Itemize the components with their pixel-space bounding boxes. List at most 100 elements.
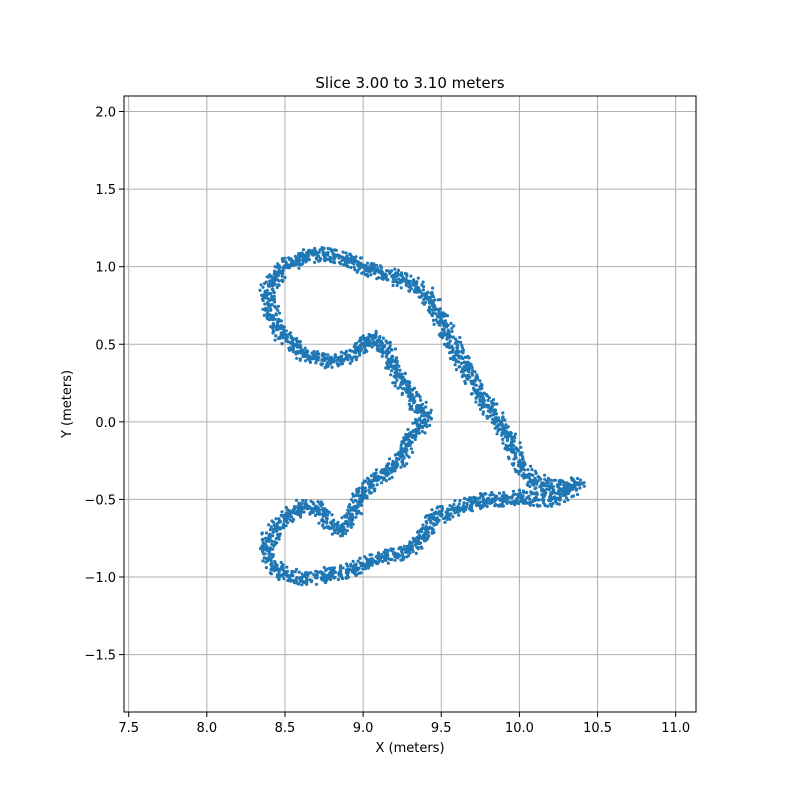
scatter-point [355, 489, 359, 493]
scatter-point [344, 531, 348, 536]
scatter-point [466, 360, 470, 364]
scatter-point [462, 501, 466, 505]
scatter-point [363, 347, 367, 351]
scatter-point [322, 526, 326, 530]
scatter-point [488, 410, 492, 414]
scatter-point [545, 487, 549, 491]
scatter-point [454, 368, 459, 372]
scatter-point [482, 401, 486, 405]
scatter-point [324, 510, 328, 514]
scatter-point [421, 425, 425, 430]
scatter-point [401, 461, 405, 465]
scatter-point [267, 291, 272, 295]
scatter-point [339, 362, 343, 366]
scatter-point [258, 288, 262, 292]
scatter-point [407, 546, 413, 552]
scatter-point [412, 539, 416, 544]
scatter-point [314, 582, 319, 586]
scatter-point [350, 349, 354, 353]
scatter-point [351, 500, 355, 504]
scatter-point [360, 485, 364, 489]
scatter-point [358, 353, 362, 357]
scatter-point [339, 350, 343, 354]
scatter-point [361, 337, 365, 341]
x-axis-label: X (meters) [375, 741, 444, 756]
scatter-point [295, 356, 299, 360]
scatter-point [393, 347, 397, 351]
scatter-point [349, 254, 353, 258]
scatter-point [403, 271, 407, 276]
scatter-point [521, 458, 525, 462]
x-tick-label: 8.5 [275, 721, 296, 736]
scatter-point [402, 464, 407, 468]
scatter-point [264, 531, 269, 535]
scatter-point [276, 336, 280, 340]
scatter-point [300, 502, 304, 506]
scatter-point [535, 480, 539, 484]
scatter-point [519, 451, 523, 455]
scatter-point [509, 449, 514, 454]
scatter-point [399, 545, 403, 549]
scatter-point [403, 378, 407, 382]
scatter-point [446, 334, 452, 340]
scatter-point [399, 380, 405, 386]
scatter-point [527, 494, 531, 498]
scatter-point [406, 380, 410, 384]
scatter-point [418, 416, 422, 420]
scatter-point [398, 281, 402, 285]
scatter-point [269, 325, 273, 329]
scatter-point [305, 576, 309, 581]
scatter-point [263, 292, 269, 298]
scatter-point [381, 478, 386, 482]
scatter-point [461, 369, 466, 373]
scatter-point [420, 410, 424, 414]
scatter-point [451, 350, 455, 354]
scatter-point [423, 531, 429, 537]
scatter-point [522, 490, 526, 494]
scatter-point [272, 291, 276, 295]
scatter-point [375, 347, 379, 351]
scatter-point [523, 463, 527, 467]
scatter-point [346, 508, 350, 512]
scatter-point [479, 493, 484, 497]
scatter-point [492, 402, 497, 406]
scatter-point [569, 485, 573, 489]
scatter-point [533, 469, 538, 473]
scatter-point [453, 357, 457, 361]
scatter-point [333, 354, 337, 358]
scatter-point [435, 522, 439, 526]
scatter-point [340, 516, 344, 520]
scatter-point [294, 338, 298, 342]
scatter-point [288, 513, 292, 517]
scatter-point [515, 469, 519, 473]
scatter-point [319, 257, 323, 261]
scatter-point [287, 266, 291, 270]
scatter-point [382, 555, 387, 560]
scatter-point [423, 411, 429, 417]
scatter-point [405, 462, 409, 466]
scatter-point [340, 577, 345, 581]
scatter-point [478, 387, 483, 391]
scatter-point [543, 491, 547, 495]
scatter-point [485, 504, 489, 508]
scatter-point [383, 548, 388, 552]
scatter-point [305, 504, 311, 510]
scatter-point [507, 457, 511, 461]
scatter-point [333, 570, 338, 574]
scatter-point [406, 427, 410, 432]
scatter-point [417, 530, 421, 534]
scatter-point [537, 498, 541, 502]
scatter-point [481, 500, 485, 504]
x-tick-label: 7.5 [118, 721, 139, 736]
scatter-point [516, 462, 522, 468]
scatter-point [415, 285, 421, 291]
scatter-point [352, 255, 356, 260]
scatter-point [462, 507, 466, 511]
scatter-point [294, 350, 298, 354]
scatter-point [493, 408, 498, 412]
scatter-point [405, 555, 409, 559]
scatter-point [528, 500, 532, 505]
scatter-point [430, 508, 434, 512]
scatter-point [316, 350, 320, 354]
scatter-point [432, 322, 436, 326]
